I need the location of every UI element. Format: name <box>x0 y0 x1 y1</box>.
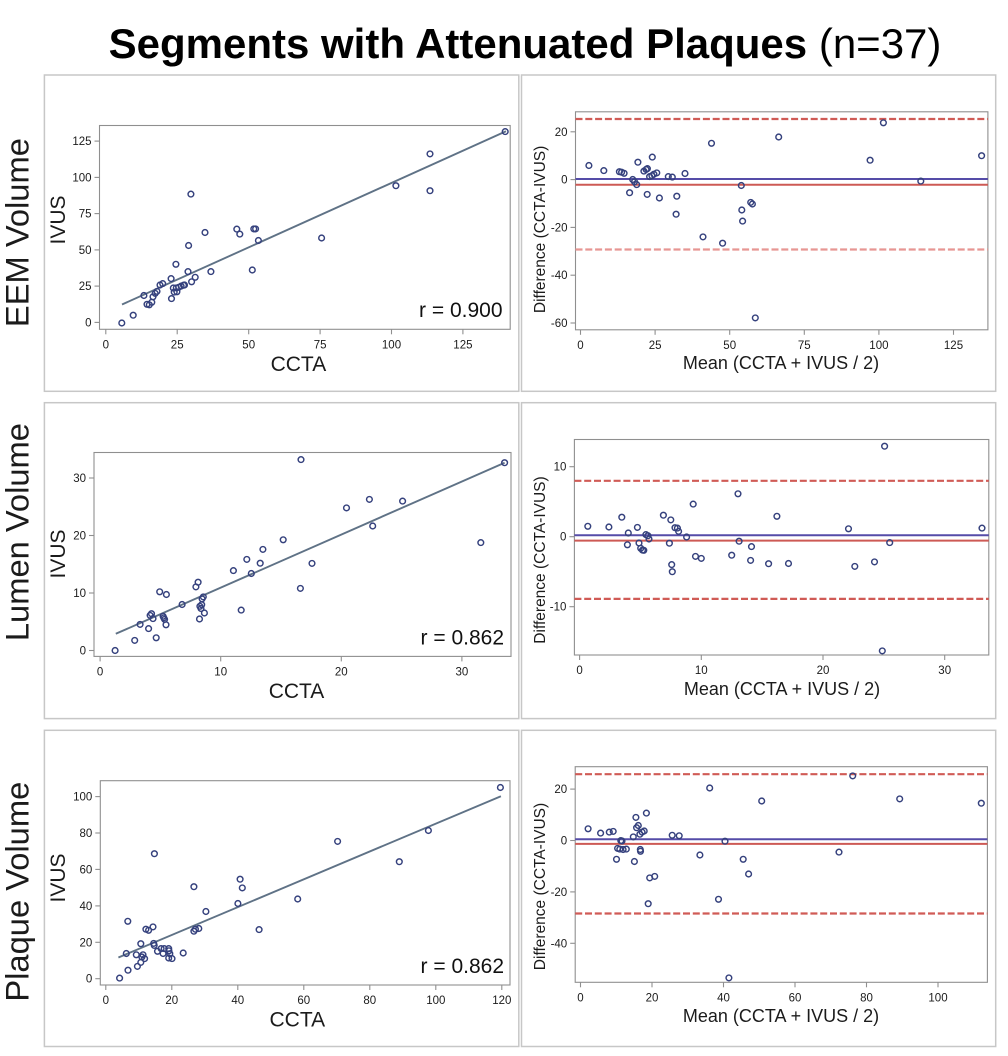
svg-text:0: 0 <box>86 974 92 986</box>
svg-text:IVUS: IVUS <box>47 529 70 578</box>
svg-text:20: 20 <box>555 127 568 139</box>
svg-text:10: 10 <box>554 462 567 474</box>
svg-text:r = 0.900: r = 0.900 <box>419 299 502 322</box>
svg-text:CCTA: CCTA <box>271 353 327 376</box>
svg-text:20: 20 <box>554 784 567 796</box>
svg-text:r = 0.862: r = 0.862 <box>421 955 504 978</box>
svg-text:-40: -40 <box>551 938 568 950</box>
svg-text:100: 100 <box>73 792 92 804</box>
svg-text:50: 50 <box>79 245 92 257</box>
svg-text:0: 0 <box>560 532 566 544</box>
svg-text:0: 0 <box>80 646 86 658</box>
svg-text:IVUS: IVUS <box>47 195 70 244</box>
svg-text:Plaque Volume: Plaque Volume <box>0 782 36 1002</box>
svg-text:75: 75 <box>798 340 811 352</box>
svg-text:0: 0 <box>561 175 567 187</box>
svg-text:20: 20 <box>335 666 348 678</box>
svg-text:0: 0 <box>97 666 103 678</box>
svg-text:0: 0 <box>103 339 109 351</box>
svg-text:0: 0 <box>561 836 567 848</box>
svg-text:Segments with Attenuated Plaqu: Segments with Attenuated Plaques (n=37) <box>109 20 942 67</box>
svg-text:80: 80 <box>363 995 376 1007</box>
svg-text:25: 25 <box>79 281 92 293</box>
svg-text:Difference (CCTA-IVUS): Difference (CCTA-IVUS) <box>532 803 549 970</box>
svg-text:125: 125 <box>453 339 472 351</box>
svg-text:40: 40 <box>717 992 730 1004</box>
svg-text:Difference (CCTA-IVUS): Difference (CCTA-IVUS) <box>532 146 549 313</box>
svg-text:60: 60 <box>297 995 310 1007</box>
svg-text:25: 25 <box>171 339 184 351</box>
svg-text:60: 60 <box>80 864 93 876</box>
svg-text:10: 10 <box>695 665 708 677</box>
svg-text:-20: -20 <box>551 887 568 899</box>
svg-text:Difference (CCTA-IVUS): Difference (CCTA-IVUS) <box>532 476 549 643</box>
svg-text:-20: -20 <box>551 222 568 234</box>
svg-text:-40: -40 <box>551 270 568 282</box>
svg-text:20: 20 <box>80 937 93 949</box>
svg-text:100: 100 <box>869 340 888 352</box>
svg-text:10: 10 <box>214 666 227 678</box>
svg-text:EEM Volume: EEM Volume <box>0 138 36 327</box>
svg-text:0: 0 <box>577 340 583 352</box>
svg-text:50: 50 <box>723 340 736 352</box>
svg-text:IVUS: IVUS <box>47 853 70 902</box>
svg-text:50: 50 <box>242 339 255 351</box>
svg-text:20: 20 <box>817 665 830 677</box>
svg-text:20: 20 <box>73 531 86 543</box>
svg-text:0: 0 <box>103 995 109 1007</box>
svg-text:10: 10 <box>73 588 86 600</box>
svg-text:0: 0 <box>577 992 583 1004</box>
svg-text:CCTA: CCTA <box>269 680 325 703</box>
svg-text:20: 20 <box>646 992 659 1004</box>
svg-text:0: 0 <box>576 665 582 677</box>
svg-text:40: 40 <box>80 901 93 913</box>
svg-text:30: 30 <box>73 473 86 485</box>
svg-text:Mean (CCTA + IVUS / 2): Mean (CCTA + IVUS / 2) <box>684 679 880 699</box>
svg-text:120: 120 <box>492 995 511 1007</box>
svg-text:CCTA: CCTA <box>269 1009 325 1032</box>
svg-text:30: 30 <box>456 666 469 678</box>
svg-text:Lumen Volume: Lumen Volume <box>0 423 36 641</box>
svg-text:-10: -10 <box>550 602 567 614</box>
svg-text:30: 30 <box>938 665 951 677</box>
svg-text:125: 125 <box>944 340 963 352</box>
svg-text:75: 75 <box>79 209 92 221</box>
svg-text:125: 125 <box>72 136 91 148</box>
svg-text:100: 100 <box>928 992 947 1004</box>
svg-text:75: 75 <box>314 339 327 351</box>
svg-text:20: 20 <box>165 995 178 1007</box>
svg-text:100: 100 <box>426 995 445 1007</box>
svg-text:80: 80 <box>80 828 93 840</box>
svg-text:60: 60 <box>789 992 802 1004</box>
svg-text:40: 40 <box>231 995 244 1007</box>
svg-text:80: 80 <box>860 992 873 1004</box>
svg-text:100: 100 <box>382 339 401 351</box>
svg-text:0: 0 <box>85 317 91 329</box>
svg-text:Mean (CCTA + IVUS / 2): Mean (CCTA + IVUS / 2) <box>683 353 879 373</box>
svg-text:25: 25 <box>649 340 662 352</box>
svg-text:Mean (CCTA + IVUS / 2): Mean (CCTA + IVUS / 2) <box>683 1006 879 1026</box>
svg-text:r = 0.862: r = 0.862 <box>421 627 504 650</box>
svg-text:-60: -60 <box>551 318 568 330</box>
svg-text:100: 100 <box>72 172 91 184</box>
